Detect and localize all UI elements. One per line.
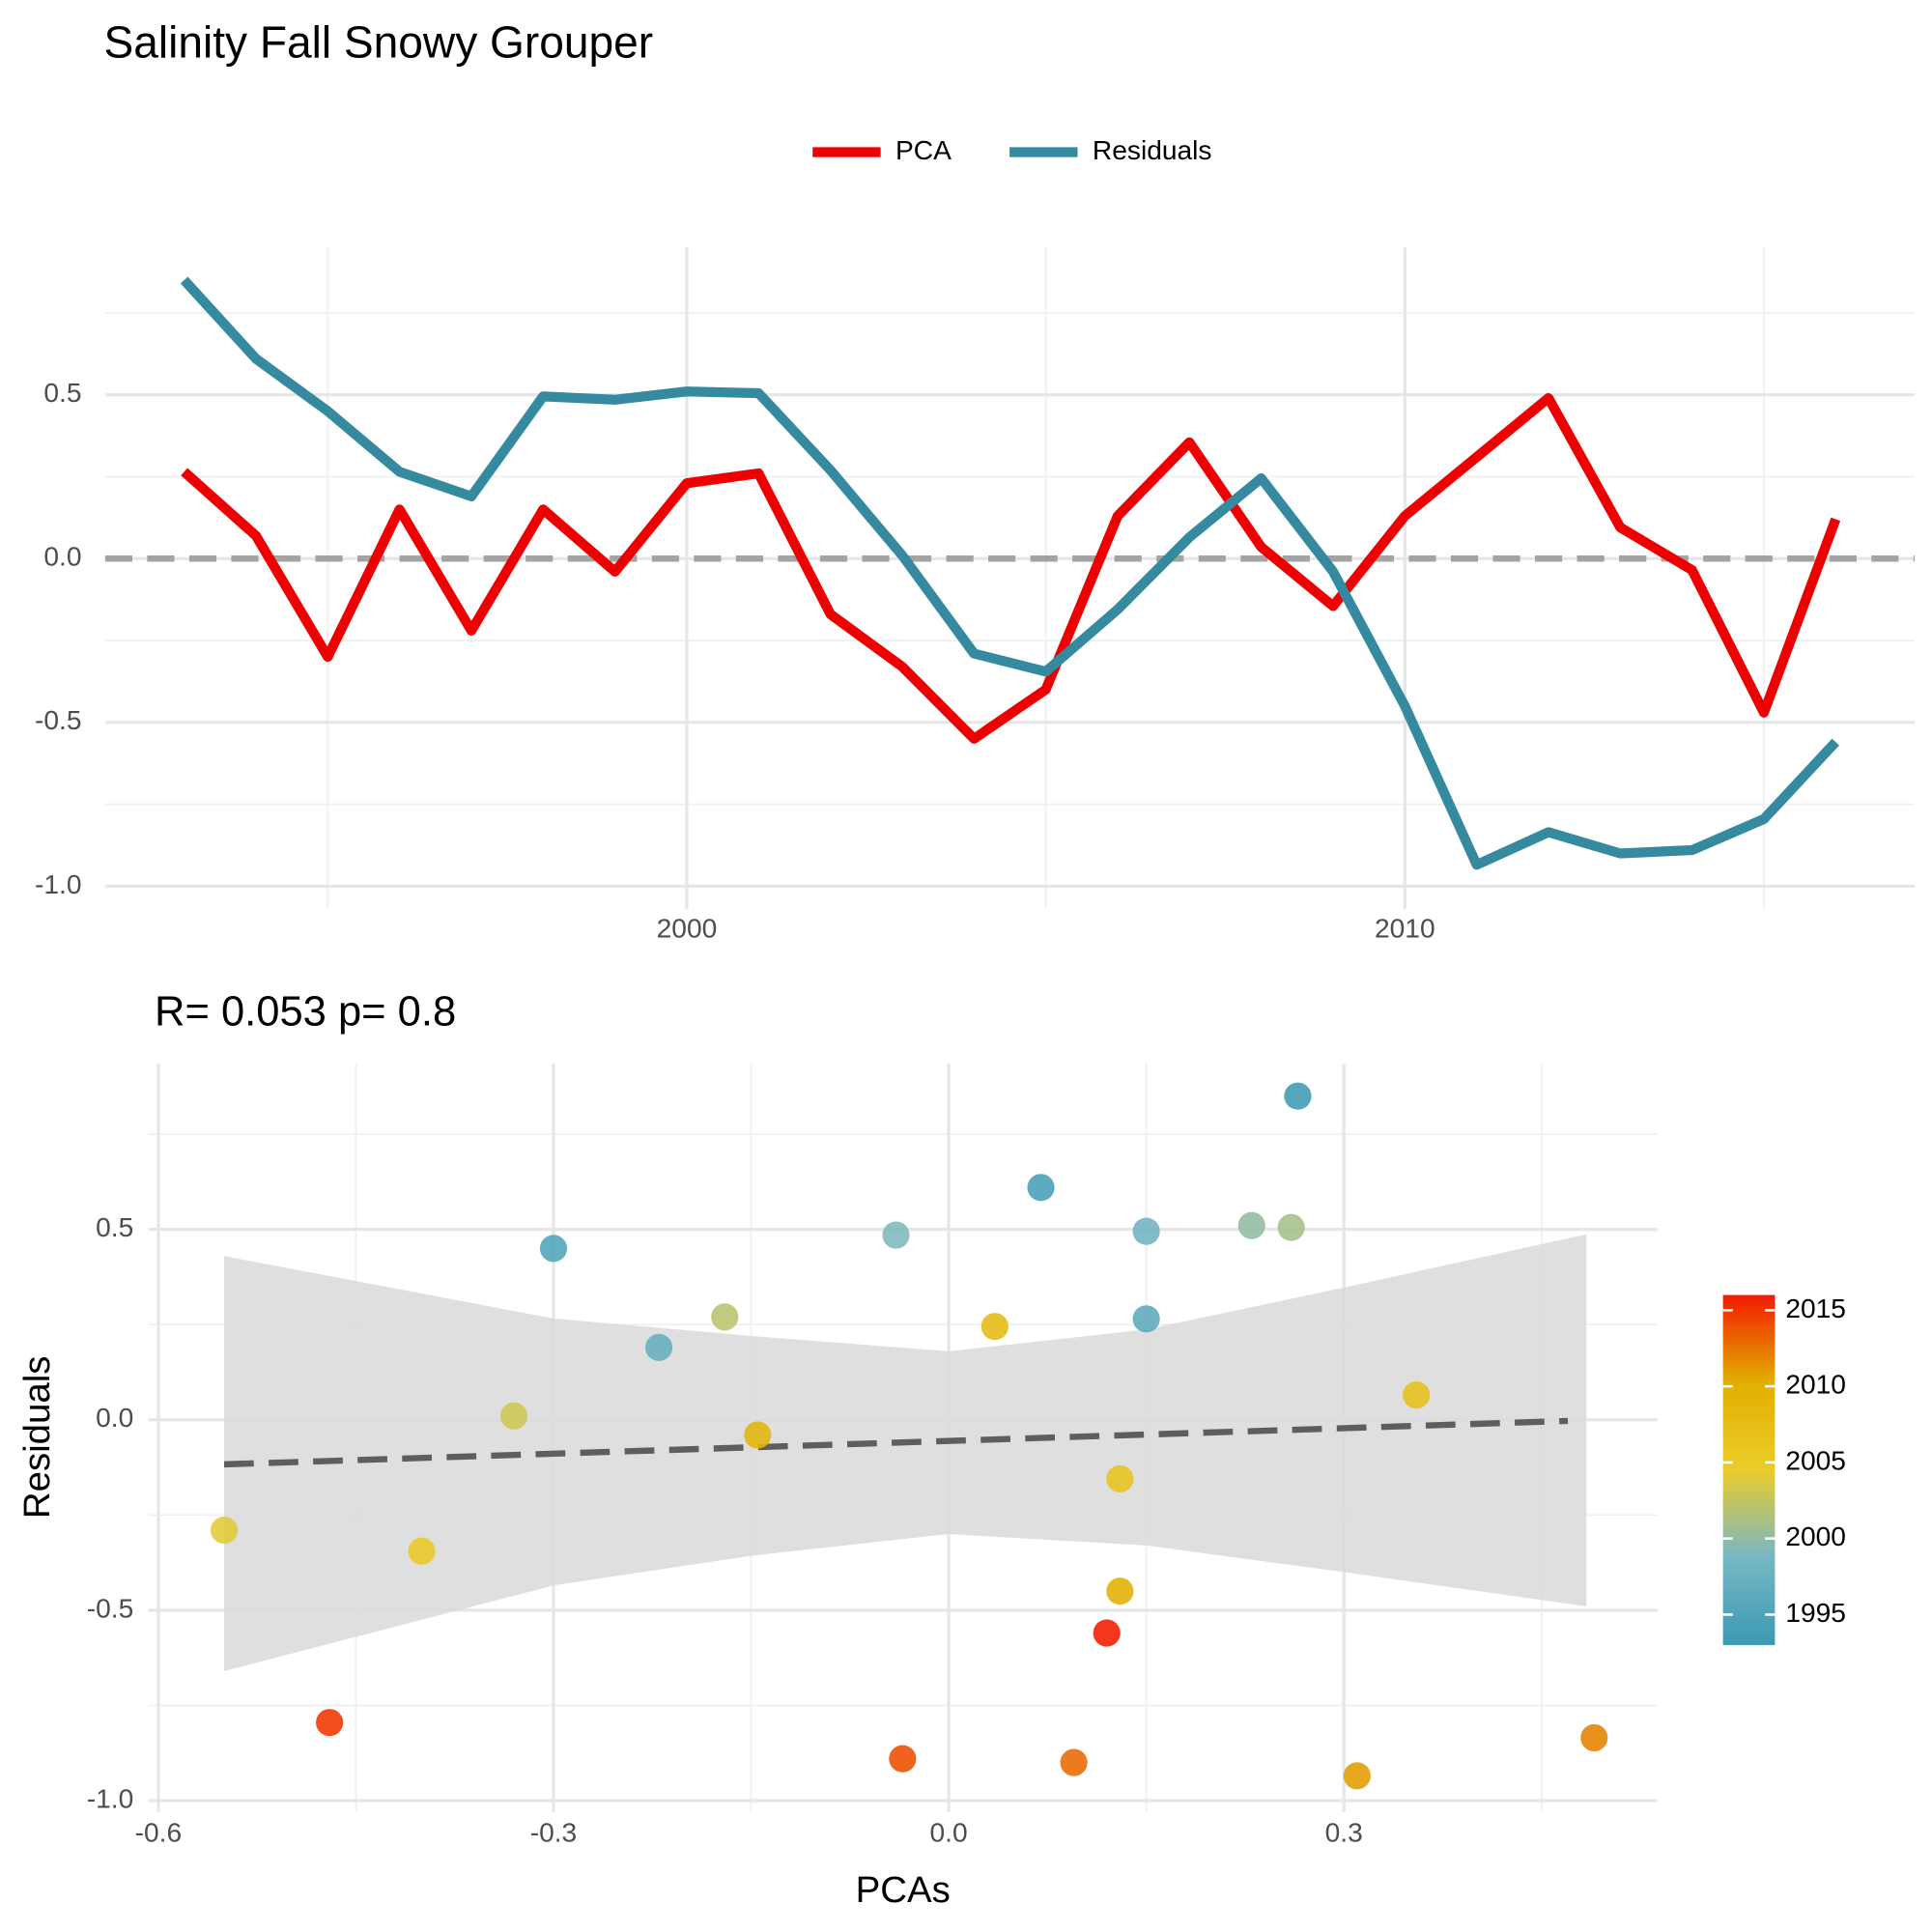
scatter-point [316,1709,344,1737]
y-tick-label: -1.0 [87,1783,134,1813]
confidence-band [224,1234,1587,1671]
scatter-point [210,1516,239,1545]
scatter-point [644,1333,673,1361]
x-tick-label: -0.3 [530,1817,578,1847]
colorbar-label: 2000 [1785,1521,1846,1551]
legend-label: Residuals [1093,135,1212,165]
x-tick-label: 2000 [657,913,718,943]
y-tick-label: 0.5 [43,378,81,408]
y-axis-title: Residuals [16,1356,58,1520]
y-tick-label: -0.5 [87,1593,134,1623]
x-tick-label: 0.3 [1325,1817,1363,1847]
scatter-title: R= 0.053 p= 0.8 [155,988,456,1035]
colorbar [1722,1294,1776,1645]
y-tick-label: 0.0 [43,542,81,572]
scatter-point [1343,1762,1371,1790]
fit-line [223,1417,1569,1468]
y-tick-label: -0.5 [35,705,82,735]
y-tick-label: 0.5 [96,1212,133,1242]
scatter-point [744,1421,772,1449]
colorbar-label: 2015 [1785,1293,1846,1323]
scatter-point [882,1221,910,1249]
scatter-point [980,1313,1009,1341]
scatter-point [1580,1723,1608,1752]
scatter-point [1237,1211,1265,1239]
y-tick-label: -1.0 [35,869,82,899]
legend-label: PCA [895,135,952,165]
scatter-point [1106,1577,1134,1605]
scatter-point [1106,1464,1134,1492]
colorbar-label: 1995 [1785,1598,1846,1628]
scatter-point [711,1303,739,1331]
scatter-point [889,1745,917,1773]
scatter-point [1093,1619,1121,1647]
x-axis-title: PCAs [856,1869,951,1911]
x-tick-label: 2010 [1375,913,1435,943]
scatter-point [1060,1748,1088,1776]
series-line [181,392,1841,744]
colorbar-label: 2010 [1785,1370,1846,1400]
y-tick-label: 0.0 [96,1403,133,1433]
chart-title: Salinity Fall Snowy Grouper [104,17,654,68]
scatter-point [1403,1381,1431,1409]
scatter-point [499,1402,528,1430]
scatter-point [1132,1217,1160,1245]
scatter-point [1132,1305,1160,1333]
scatter-point [1027,1174,1055,1202]
scatter-point [1277,1213,1305,1241]
colorbar-label: 2005 [1785,1445,1846,1475]
scatter-point [539,1235,568,1263]
series-line [180,276,1840,870]
x-tick-label: 0.0 [930,1817,968,1847]
scatter-point [408,1537,436,1565]
x-tick-label: -0.6 [135,1817,183,1847]
scatter-point [1284,1082,1312,1110]
